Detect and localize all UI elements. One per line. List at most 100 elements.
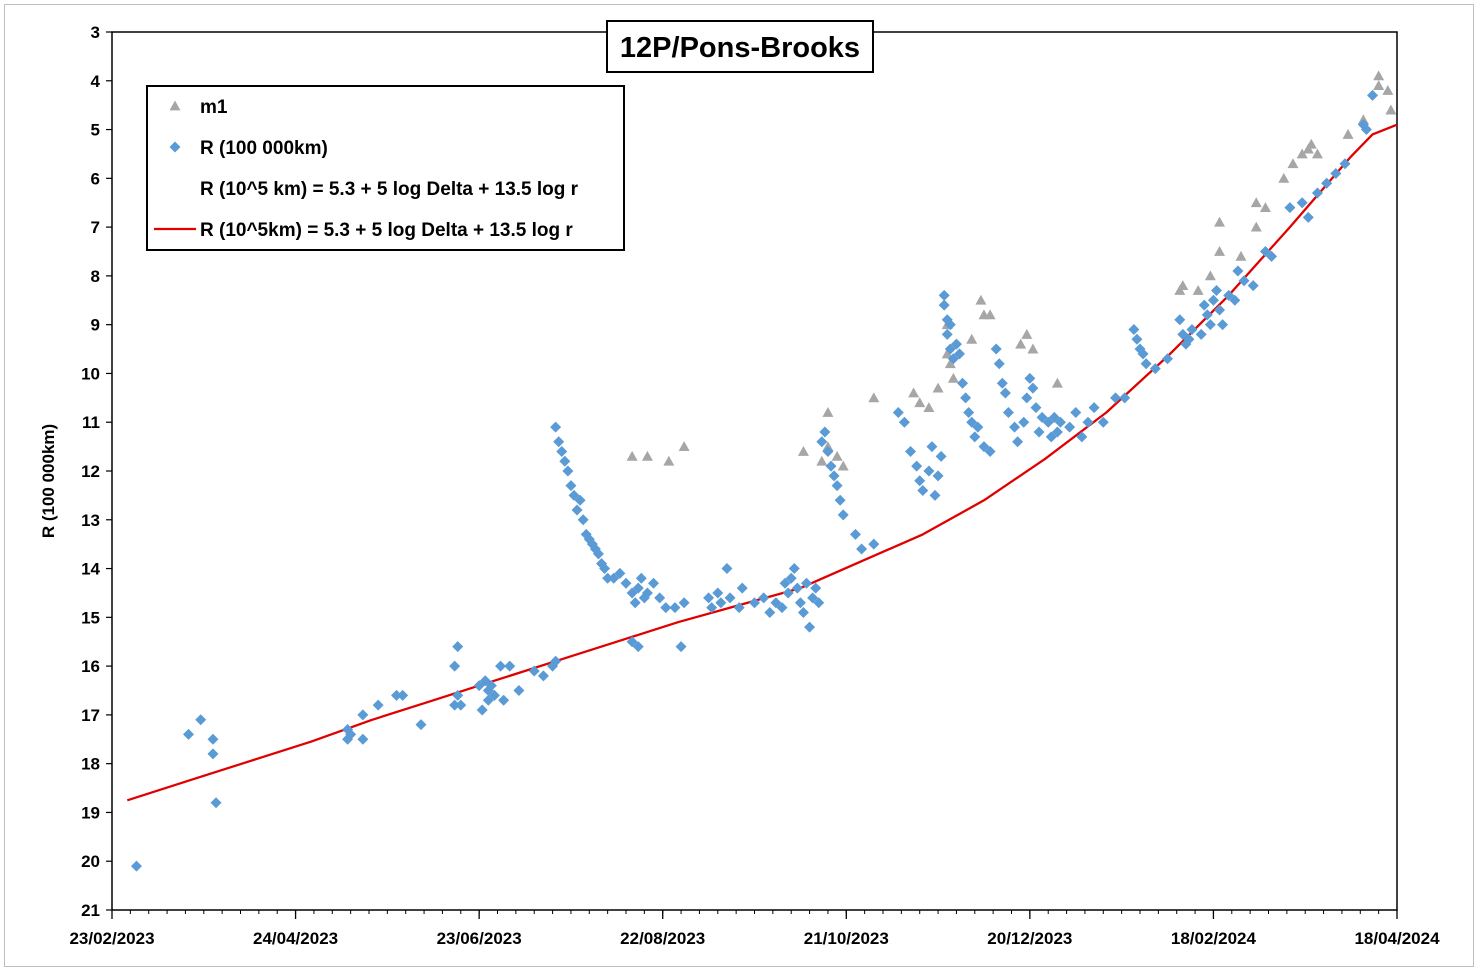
m1-point xyxy=(831,450,843,461)
chart-title-border xyxy=(606,20,874,73)
r-point xyxy=(1140,358,1152,370)
r-point xyxy=(917,485,929,497)
r-point xyxy=(914,475,926,487)
r-point xyxy=(1051,426,1063,438)
r-point xyxy=(776,602,788,614)
r-point xyxy=(207,748,219,760)
y-tick-label: 17 xyxy=(81,706,100,725)
r-point xyxy=(963,406,975,418)
r-point xyxy=(758,592,770,604)
r-point xyxy=(632,641,644,653)
x-tick-label: 20/12/2023 xyxy=(987,929,1072,948)
r-point xyxy=(782,587,794,599)
m1-point xyxy=(868,392,880,403)
r-point xyxy=(923,465,935,477)
y-tick-label: 12 xyxy=(81,462,100,481)
r-point xyxy=(969,431,981,443)
m1-point xyxy=(947,372,959,383)
r-point xyxy=(834,494,846,506)
m1-point xyxy=(797,445,809,456)
x-tick-label: 18/04/2024 xyxy=(1354,929,1440,948)
r-point xyxy=(929,489,941,501)
m1-point xyxy=(966,333,978,344)
r-point xyxy=(537,670,549,682)
r-point xyxy=(1186,324,1198,336)
m1-point xyxy=(984,309,996,320)
m1-point xyxy=(1278,172,1290,183)
r-point xyxy=(736,582,748,594)
m1-point xyxy=(837,460,849,471)
m1-point xyxy=(975,294,987,305)
r-point xyxy=(476,704,488,716)
r-point xyxy=(614,567,626,579)
y-tick-label: 7 xyxy=(91,218,100,237)
x-tick-label: 21/10/2023 xyxy=(804,929,889,948)
m1-point xyxy=(822,406,834,417)
y-tick-label: 5 xyxy=(91,121,100,140)
r-point xyxy=(207,733,219,745)
r-point xyxy=(822,445,834,457)
r-point xyxy=(195,714,207,726)
r-point xyxy=(391,689,403,701)
r-point xyxy=(990,343,1002,355)
r-point xyxy=(911,460,923,472)
r-point xyxy=(1296,197,1308,209)
r-point xyxy=(635,572,647,584)
r-point xyxy=(813,597,825,609)
r-point xyxy=(849,528,861,540)
r-point xyxy=(1076,431,1088,443)
r-point xyxy=(941,328,953,340)
r-point xyxy=(1229,294,1241,306)
y-tick-label: 9 xyxy=(91,316,100,335)
x-tick-label: 23/02/2023 xyxy=(69,929,154,948)
r-point xyxy=(648,577,660,589)
r-point xyxy=(993,358,1005,370)
r-point xyxy=(984,445,996,457)
m1-point xyxy=(932,382,944,393)
r-point xyxy=(1070,406,1082,418)
r-point xyxy=(449,699,461,711)
r-point xyxy=(654,592,666,604)
r-point xyxy=(452,641,464,653)
r-point xyxy=(495,660,507,672)
r-point xyxy=(1128,324,1140,336)
y-axis-ticks: 3 4 5 6 7 8 9 10 11 12 13 14 15 16 17 18 19 20 21 xyxy=(81,23,112,920)
r-point xyxy=(785,572,797,584)
r-point xyxy=(620,577,632,589)
r-point xyxy=(550,655,562,667)
r-point xyxy=(675,641,687,653)
r-point xyxy=(996,377,1008,389)
r-point xyxy=(357,709,369,721)
chart-frame xyxy=(4,4,1474,967)
r-point xyxy=(935,450,947,462)
m1-point xyxy=(923,402,935,412)
r-point xyxy=(1247,280,1259,292)
m1-point xyxy=(914,397,926,408)
r-point xyxy=(1360,124,1372,136)
r-point xyxy=(528,665,540,677)
r-point xyxy=(1149,363,1161,375)
r-point xyxy=(1162,353,1174,365)
y-tick-label: 14 xyxy=(81,560,100,579)
m1-point xyxy=(1342,128,1354,139)
r-point xyxy=(660,602,672,614)
r-point xyxy=(1174,314,1186,326)
r-point xyxy=(1002,406,1014,418)
m1-point xyxy=(1214,246,1226,256)
r-point xyxy=(1082,416,1094,428)
y-tick-label: 3 xyxy=(91,23,100,42)
r-point xyxy=(1321,177,1333,189)
r-point xyxy=(210,797,222,809)
r-point xyxy=(953,348,965,360)
r-point xyxy=(1311,187,1323,199)
m1-point xyxy=(626,450,638,461)
r-point xyxy=(938,289,950,301)
r-point xyxy=(950,338,962,350)
r-point xyxy=(801,577,813,589)
r-point xyxy=(1030,402,1042,414)
legend-border xyxy=(146,85,625,251)
legend-model-line-label: R (10^5km) = 5.3 + 5 log Delta + 13.5 lo… xyxy=(200,220,573,241)
r-point xyxy=(641,587,653,599)
chart-title: 12P/Pons-Brooks xyxy=(620,32,860,64)
